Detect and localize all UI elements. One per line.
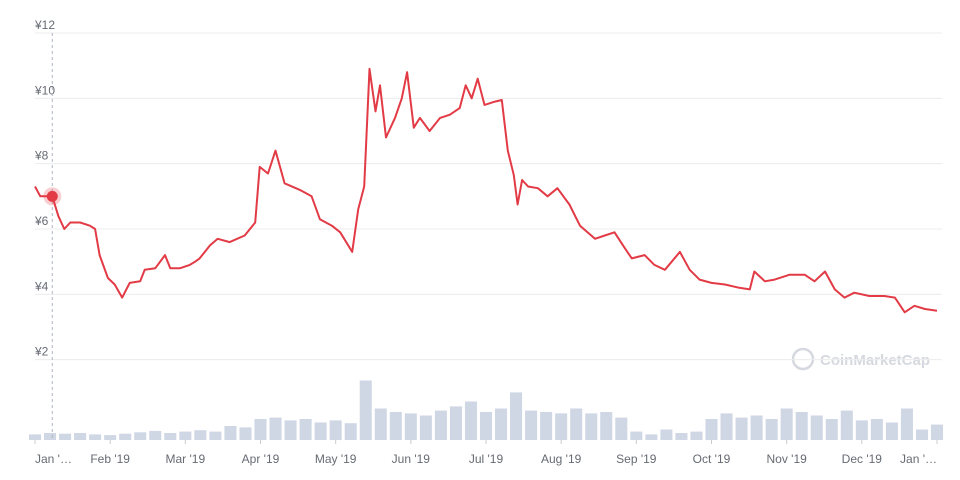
volume-bar <box>44 433 57 440</box>
volume-bar <box>720 413 733 440</box>
volume-bar <box>660 429 673 440</box>
volume-bar <box>119 433 132 440</box>
volume-bar <box>299 419 312 440</box>
volume-bar <box>600 412 613 440</box>
volume-bar <box>314 422 327 440</box>
volume-bar <box>705 419 718 440</box>
volume-bar <box>810 415 823 440</box>
x-tick-label: Mar '19 <box>166 452 206 466</box>
volume-bar <box>780 408 793 440</box>
volume-bar <box>269 417 282 440</box>
watermark-text: CoinMarketCap <box>820 352 930 369</box>
x-tick-label: Aug '19 <box>541 452 582 466</box>
volume-bar <box>690 431 703 440</box>
volume-bar <box>840 410 853 440</box>
volume-bar <box>389 412 402 440</box>
y-tick-label: ¥6 <box>34 214 49 228</box>
volume-bar <box>434 410 447 440</box>
volume-bar <box>344 423 357 440</box>
volume-bar <box>630 431 643 440</box>
volume-bar <box>525 410 538 440</box>
y-tick-label: ¥2 <box>34 345 49 359</box>
volume-bar <box>284 420 297 440</box>
x-tick-label: Oct '19 <box>693 452 731 466</box>
volume-bar <box>149 430 162 440</box>
volume-bar <box>254 419 267 440</box>
volume-bar <box>825 419 838 440</box>
x-tick-label: Jun '19 <box>392 452 431 466</box>
volume-bar <box>164 433 177 440</box>
volume-bar <box>615 417 628 440</box>
y-tick-label: ¥8 <box>34 149 49 163</box>
volume-bar <box>645 434 658 440</box>
x-tick-label: Jul '19 <box>469 452 504 466</box>
volume-bar <box>540 412 553 440</box>
volume-bar <box>915 429 928 440</box>
volume-bar <box>89 434 102 440</box>
volume-bar <box>59 433 72 440</box>
volume-bar <box>374 408 387 440</box>
volume-bar <box>239 427 252 440</box>
x-tick-label: Sep '19 <box>616 452 657 466</box>
x-tick-label: Jan '… <box>900 452 937 466</box>
volume-bar <box>750 415 763 440</box>
watermark: CoinMarketCap <box>791 347 930 371</box>
volume-bar <box>404 413 417 440</box>
x-tick-label: Dec '19 <box>842 452 883 466</box>
volume-bar <box>104 435 117 440</box>
volume-bar <box>209 431 222 440</box>
volume-bar <box>359 380 372 440</box>
volume-bar <box>885 422 898 440</box>
hover-point <box>46 190 58 202</box>
volume-bar <box>570 408 583 440</box>
volume-bar <box>179 431 192 440</box>
volume-bar <box>134 432 147 440</box>
volume-bar <box>930 424 944 440</box>
volume-bar <box>224 426 237 440</box>
volume-bar <box>585 413 598 440</box>
volume-bar <box>329 420 342 440</box>
volume-bar <box>795 412 808 440</box>
volume-bar <box>900 408 913 440</box>
y-tick-label: ¥12 <box>34 18 55 32</box>
volume-bar <box>495 408 508 440</box>
volume-bar <box>464 401 477 440</box>
volume-bar <box>28 434 42 440</box>
volume-bar <box>449 406 462 440</box>
x-tick-label: Feb '19 <box>90 452 130 466</box>
volume-bar <box>855 420 868 440</box>
volume-bar <box>510 392 523 440</box>
y-tick-label: ¥10 <box>34 83 55 97</box>
volume-bar <box>735 417 748 440</box>
x-tick-label: May '19 <box>315 452 357 466</box>
y-tick-label: ¥4 <box>34 279 49 293</box>
watermark-logo <box>791 347 815 371</box>
price-line <box>34 67 938 314</box>
volume-bar <box>74 433 87 440</box>
volume-bar <box>870 419 883 440</box>
volume-bar <box>555 413 568 440</box>
volume-bar <box>194 430 207 440</box>
x-tick-label: Nov '19 <box>767 452 808 466</box>
volume-bar <box>419 415 432 440</box>
x-tick-label: Jan '… <box>35 452 72 466</box>
volume-bar <box>675 433 688 440</box>
x-tick-label: Apr '19 <box>242 452 280 466</box>
volume-bar <box>765 419 778 440</box>
volume-bar <box>479 412 493 440</box>
